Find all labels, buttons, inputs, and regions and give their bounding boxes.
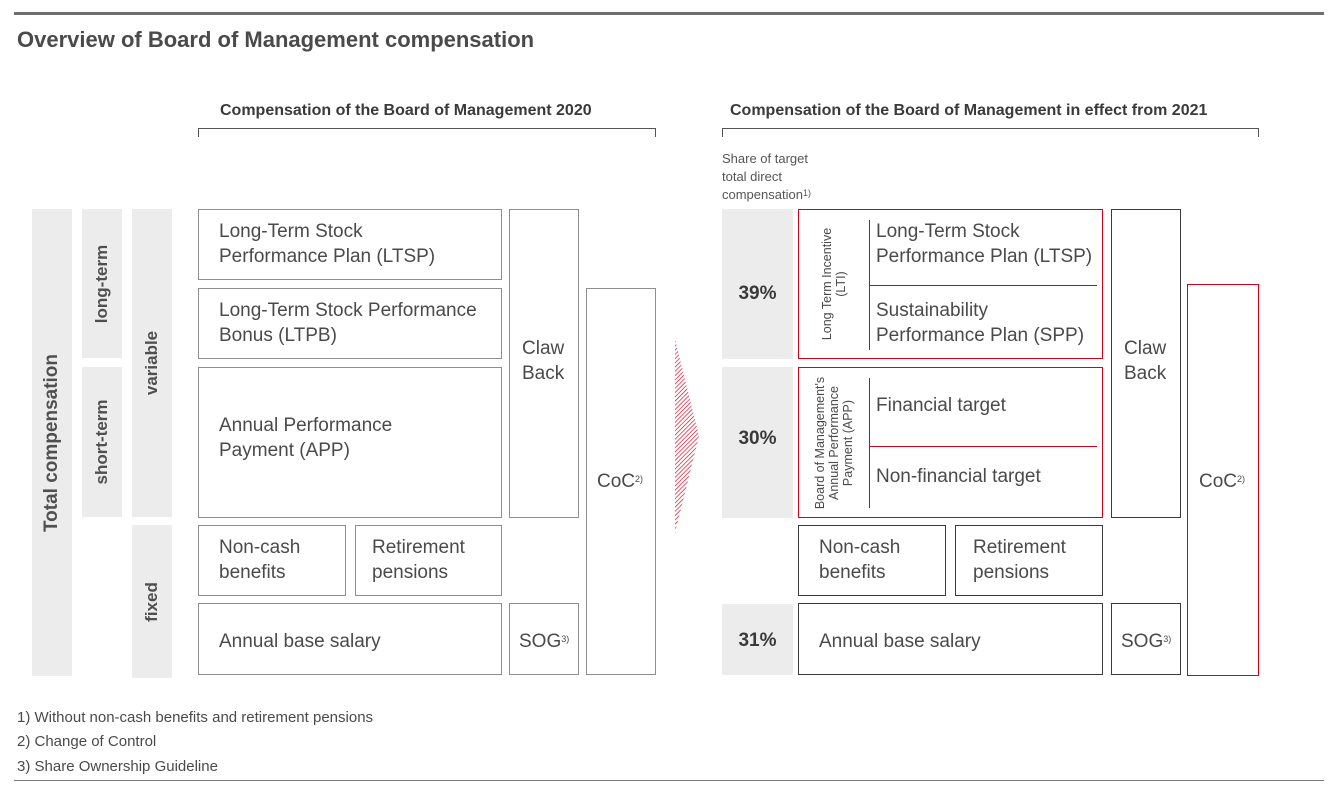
- spp-label: Sustainability Performance Plan (SPP): [876, 300, 1085, 346]
- financial-target-label: Financial target: [876, 395, 1006, 416]
- base-salary-box-2020: Annual base salary: [198, 603, 502, 675]
- page-title: Overview of Board of Management compensa…: [17, 27, 535, 52]
- app-divider: [869, 378, 870, 508]
- footnote-3: 3) Share Ownership Guideline: [17, 758, 218, 775]
- hatched-arrow-icon: [675, 339, 699, 533]
- lti-group: Long Term Incentive (LTI) Long-Term Stoc…: [798, 209, 1103, 359]
- bottom-rule: [14, 780, 1324, 781]
- bracket-2020: [198, 128, 656, 137]
- retirement-box-2020: Retirement pensions: [355, 525, 502, 596]
- sog-box-2020: SOG3): [509, 603, 579, 675]
- label-short-term: short-term: [82, 367, 122, 517]
- coc-box-2021: CoC2): [1187, 284, 1259, 676]
- lti-label: Long Term Incentive (LTI): [820, 227, 848, 341]
- heading-2020: Compensation of the Board of Management …: [220, 102, 592, 119]
- ltsp-box-2020: Long-Term Stock Performance Plan (LTSP): [198, 209, 502, 280]
- ltpb-box-2020: Long-Term Stock Performance Bonus (LTPB): [198, 288, 502, 359]
- noncash-box-2020: Non-cash benefits: [198, 525, 346, 596]
- footnote-2: 2) Change of Control: [17, 733, 157, 750]
- label-total-compensation: Total compensation: [32, 209, 72, 676]
- coc-box-2020: CoC2): [586, 288, 656, 675]
- pct-lti: 39%: [722, 209, 793, 359]
- clawback-box-2020: Claw Back: [509, 209, 579, 518]
- share-note: Share of target total direct compensatio…: [722, 151, 811, 202]
- retirement-box-2021: Retirement pensions: [955, 525, 1103, 596]
- app-label: Board of Management's Annual Performance…: [813, 376, 855, 509]
- bracket-2021: [722, 128, 1259, 137]
- app-group: Board of Management's Annual Performance…: [798, 367, 1103, 518]
- nonfinancial-target-label: Non-financial target: [876, 466, 1041, 487]
- ltsp-label-2021: Long-Term Stock Performance Plan (LTSP): [876, 221, 1093, 267]
- label-long-term: long-term: [82, 209, 122, 358]
- pct-app: 30%: [722, 367, 793, 518]
- app-separator: [869, 446, 1097, 447]
- pct-base: 31%: [722, 604, 793, 675]
- heading-2021: Compensation of the Board of Management …: [730, 102, 1208, 119]
- app-box-2020: Annual Performance Payment (APP): [198, 367, 502, 518]
- sog-box-2021: SOG3): [1111, 603, 1181, 675]
- lti-separator: [869, 285, 1097, 286]
- top-rule: [14, 12, 1324, 15]
- label-variable: variable: [132, 209, 172, 517]
- noncash-box-2021: Non-cash benefits: [798, 525, 946, 596]
- footnote-1: 1) Without non-cash benefits and retirem…: [17, 709, 374, 726]
- clawback-box-2021: Claw Back: [1111, 209, 1181, 518]
- label-fixed: fixed: [132, 525, 172, 678]
- base-salary-box-2021: Annual base salary: [798, 603, 1103, 675]
